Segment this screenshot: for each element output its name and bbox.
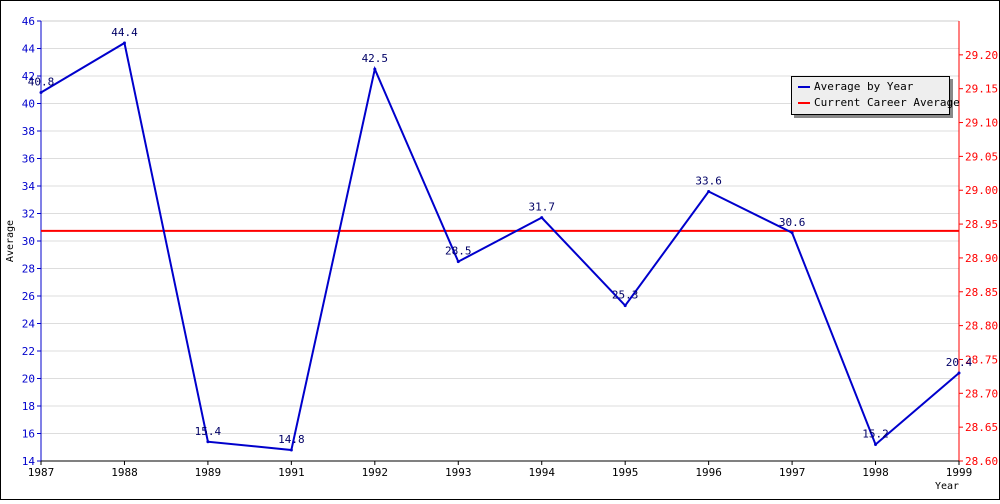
data-point (707, 190, 711, 193)
data-point (874, 443, 878, 446)
data-label: 42.5 (362, 52, 389, 65)
data-point (540, 216, 544, 220)
right-tick-label: 28.95 (965, 218, 998, 231)
data-point (957, 371, 961, 375)
y-axis-label: Average (5, 220, 16, 262)
left-tick-label: 36 (22, 153, 35, 166)
data-point (122, 41, 126, 45)
data-point (289, 448, 293, 452)
x-tick-label: 1996 (695, 466, 722, 479)
left-tick-label: 42 (22, 70, 35, 83)
right-tick-label: 29.15 (965, 83, 998, 96)
left-tick-label: 40 (22, 98, 35, 111)
data-label: 44.4 (111, 26, 138, 39)
x-tick-label: 1987 (28, 466, 55, 479)
right-tick-label: 28.65 (965, 421, 998, 434)
data-label: 33.6 (695, 175, 722, 188)
data-label: 15.2 (862, 428, 889, 441)
right-tick-label: 28.85 (965, 286, 998, 299)
x-tick-label: 1995 (612, 466, 639, 479)
right-tick-label: 29.10 (965, 117, 998, 130)
left-tick-label: 38 (22, 125, 35, 138)
data-point (790, 231, 794, 235)
x-tick-label: 1989 (195, 466, 222, 479)
x-axis-label: Year (935, 481, 959, 492)
data-point (456, 260, 460, 264)
data-point (623, 304, 627, 308)
right-tick-label: 29.20 (965, 49, 998, 62)
left-axis: 14 16 18 20 22 24 26 28 30 32 34 36 38 40 42 44 46 (22, 15, 41, 468)
x-tick-label: 1991 (278, 466, 305, 479)
data-label: 28.5 (445, 245, 472, 258)
right-tick-label: 28.80 (965, 320, 998, 333)
legend-item-average-by-year: Average by Year (798, 79, 913, 95)
data-labels: 40.8 44.4 15.4 14.8 42.5 28.5 31.7 25.3 33.6 30.6… (28, 26, 973, 446)
legend: Average by Year Current Career Average (791, 76, 960, 115)
left-tick-label: 26 (22, 290, 35, 303)
left-tick-label: 20 (22, 373, 35, 386)
data-point (39, 91, 43, 94)
x-tick-label: 1993 (445, 466, 472, 479)
series-line-average-by-year (40, 41, 960, 452)
x-tick-label: 1998 (862, 466, 889, 479)
data-label: 20.4 (946, 356, 973, 369)
right-tick-label: 28.60 (965, 455, 998, 468)
data-label: 14.8 (278, 433, 305, 446)
left-tick-label: 22 (22, 345, 35, 358)
left-tick-label: 44 (22, 43, 36, 56)
left-tick-label: 18 (22, 400, 35, 413)
legend-item-career-average: Current Career Average (798, 95, 960, 111)
right-tick-label: 28.90 (965, 252, 998, 265)
legend-label: Current Career Average (814, 96, 960, 109)
left-tick-label: 16 (22, 428, 35, 441)
data-point (373, 67, 377, 71)
data-point (206, 440, 210, 444)
data-label: 30.6 (779, 216, 806, 229)
data-label: 15.4 (195, 425, 222, 438)
x-axis: 1987 1988 1989 1991 1992 1993 1994 1995 1996 1997… (28, 461, 973, 479)
data-label: 25.3 (612, 289, 639, 302)
data-label: 40.8 (28, 76, 55, 89)
legend-label: Average by Year (814, 80, 914, 93)
left-tick-label: 46 (22, 15, 35, 28)
left-tick-label: 14 (22, 455, 36, 468)
left-tick-label: 24 (22, 318, 36, 331)
right-tick-label: 29.05 (965, 150, 998, 163)
x-tick-label: 1999 (946, 466, 973, 479)
left-tick-label: 34 (22, 180, 36, 193)
right-axis: 28.60 28.65 28.70 28.75 28.80 28.85 28.90 28.95… (959, 49, 998, 468)
left-tick-label: 28 (22, 263, 35, 276)
x-tick-label: 1994 (528, 466, 555, 479)
x-tick-label: 1988 (111, 466, 138, 479)
left-tick-label: 30 (22, 235, 35, 248)
data-label: 31.7 (528, 201, 555, 214)
x-tick-label: 1997 (779, 466, 806, 479)
x-tick-label: 1992 (362, 466, 389, 479)
plot-area (40, 20, 960, 462)
legend-swatch-blue (798, 86, 810, 88)
right-tick-label: 28.70 (965, 387, 998, 400)
right-tick-label: 28.75 (965, 353, 998, 366)
right-tick-label: 29.00 (965, 184, 998, 197)
series-layer (39, 41, 961, 452)
left-tick-label: 32 (22, 208, 35, 221)
legend-swatch-red (798, 102, 810, 104)
